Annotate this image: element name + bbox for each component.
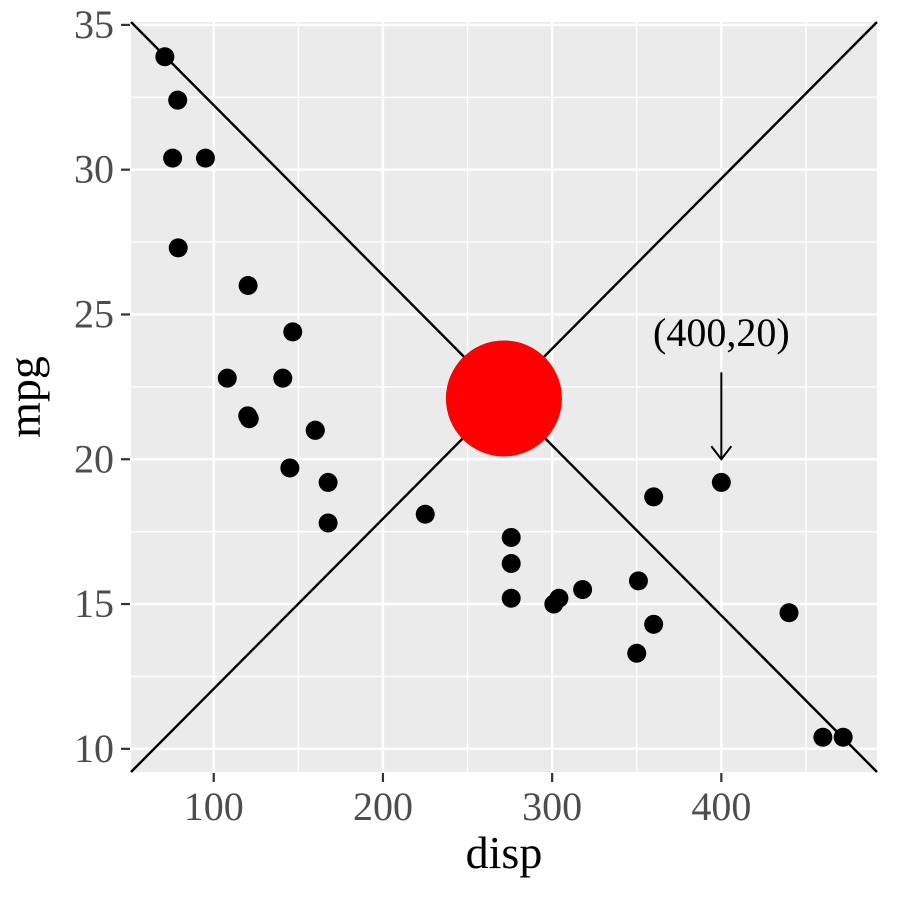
data-point: [501, 588, 521, 608]
axes-layer: 100 200 300 400 10 15 20 25 30 35: [74, 2, 751, 829]
data-point: [238, 276, 258, 296]
data-point: [644, 487, 664, 507]
x-tick-label: 200: [353, 784, 413, 829]
annotation-layer: [710, 372, 733, 461]
data-point: [305, 420, 325, 440]
points-layer: [155, 47, 853, 747]
data-point: [168, 90, 188, 110]
data-point: [415, 504, 435, 524]
highlight-layer: [445, 340, 562, 457]
data-point: [163, 148, 183, 168]
data-point: [501, 554, 521, 574]
data-point: [501, 527, 521, 547]
y-tick-label: 35: [74, 2, 114, 47]
y-tick-label: 20: [74, 436, 114, 481]
data-point: [217, 368, 237, 388]
x-tick-label: 300: [522, 784, 582, 829]
x-axis-title: disp: [466, 827, 543, 878]
annotation-arrow-head: [710, 445, 733, 461]
data-point: [318, 513, 338, 533]
data-point: [711, 472, 731, 492]
data-point: [239, 409, 259, 429]
x-tick-label: 100: [184, 784, 244, 829]
data-point: [813, 727, 833, 747]
data-point: [283, 322, 303, 342]
y-axis-title: mpg: [0, 356, 50, 438]
y-tick-label: 15: [74, 581, 114, 626]
data-point: [628, 571, 648, 591]
data-point: [195, 148, 215, 168]
y-tick-label: 25: [74, 291, 114, 336]
highlight-point-red: [445, 340, 562, 457]
data-point: [280, 458, 300, 478]
data-point: [544, 594, 564, 614]
y-tick-label: 30: [74, 147, 114, 192]
x-tick-label: 400: [691, 784, 751, 829]
y-tick-label: 10: [74, 726, 114, 771]
data-point: [573, 580, 593, 600]
data-point: [779, 603, 799, 623]
data-point: [273, 368, 293, 388]
data-point: [318, 472, 338, 492]
data-point: [627, 643, 647, 663]
annotation-label: (400,20): [653, 310, 790, 355]
data-point: [644, 614, 664, 634]
data-point: [168, 238, 188, 258]
